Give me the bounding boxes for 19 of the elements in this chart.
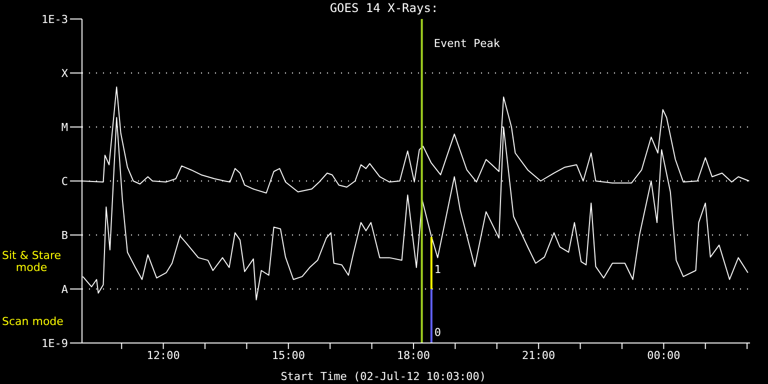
- text: Scan mode: [2, 315, 64, 328]
- y-tick-label: A: [61, 282, 68, 296]
- x-tick-label: 15:00: [272, 348, 305, 362]
- y-tick-label: X: [61, 66, 68, 80]
- y-tick-label: C: [61, 174, 68, 188]
- y-tick-label: 1E-9: [42, 336, 68, 350]
- y-tick-label: 1E-3: [42, 12, 68, 26]
- ref-line-label: Event Peak: [434, 37, 500, 50]
- annotation: 1: [434, 263, 442, 276]
- x-tick-label: 00:00: [647, 348, 680, 362]
- y-tick-label: M: [61, 120, 68, 134]
- x-tick-label: 12:00: [146, 348, 180, 362]
- annotation: 0: [434, 326, 442, 339]
- text: Sit & Stare mode: [2, 249, 62, 274]
- x-tick-label: 21:00: [522, 348, 556, 362]
- x-tick-label: 18:00: [396, 348, 430, 362]
- y-tick-label: B: [61, 228, 68, 242]
- x-axis-title: Start Time (02-Jul-12 10:03:00): [280, 370, 486, 383]
- chart-title: GOES 14 X-Rays:: [330, 1, 438, 15]
